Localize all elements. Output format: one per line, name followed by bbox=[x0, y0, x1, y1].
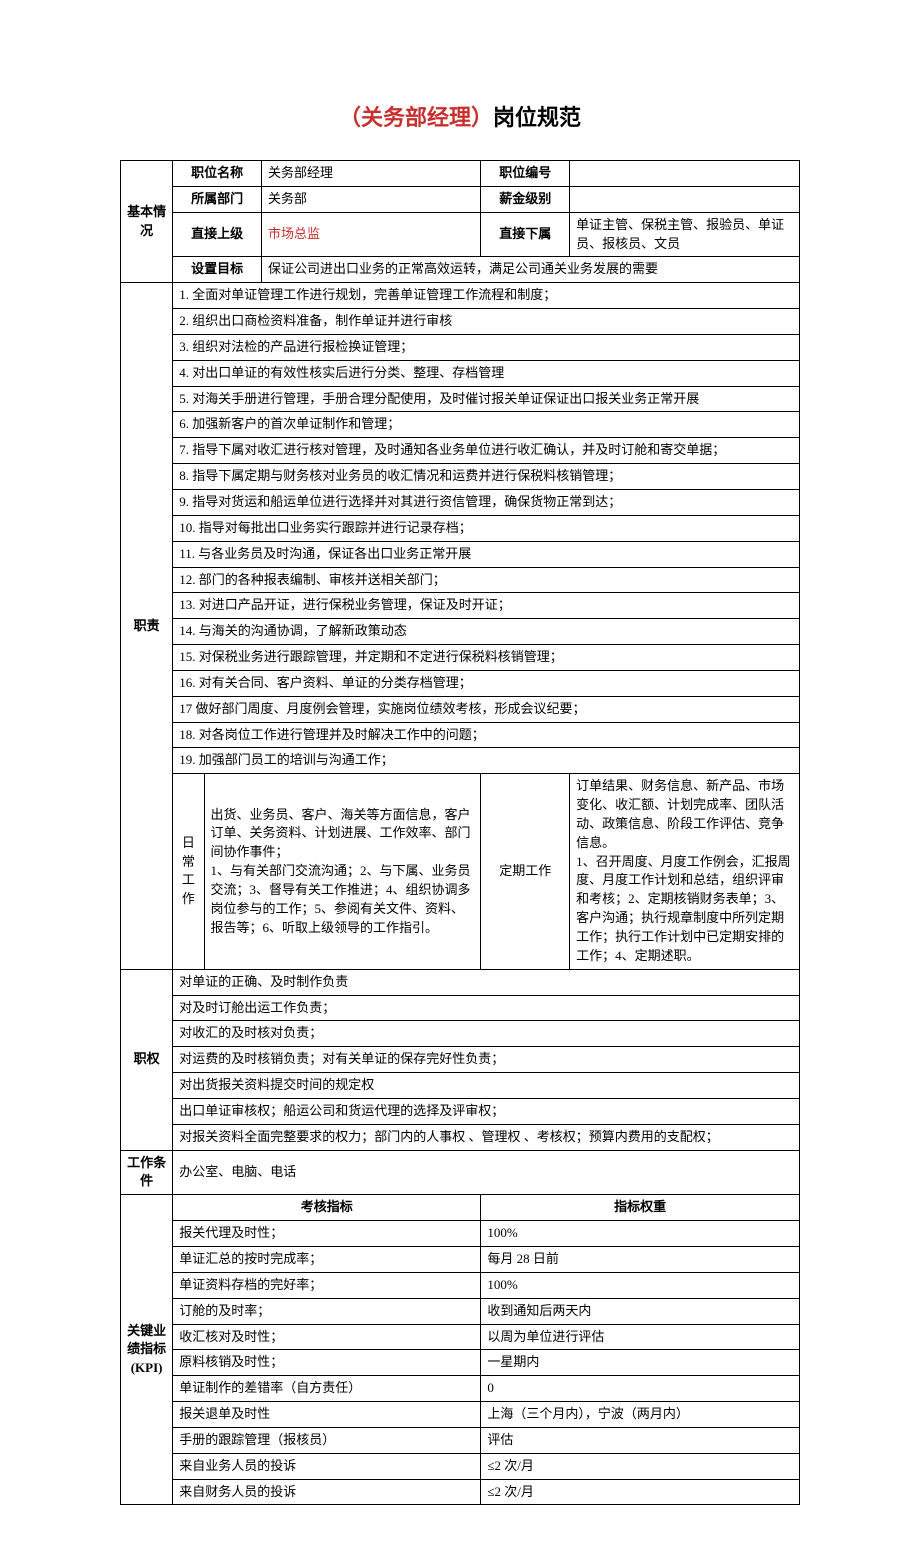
kpi-weight: 0 bbox=[481, 1376, 800, 1402]
lbl-goal: 设置目标 bbox=[173, 257, 262, 283]
kpi-metric: 来自业务人员的投诉 bbox=[173, 1453, 481, 1479]
kpi-metric: 报关代理及时性； bbox=[173, 1221, 481, 1247]
conditions-value: 办公室、电脑、电话 bbox=[173, 1150, 800, 1195]
kpi-metric: 手册的跟踪管理（报核员） bbox=[173, 1427, 481, 1453]
duty-item: 18. 对各岗位工作进行管理并及时解决工作中的问题； bbox=[173, 722, 800, 748]
kpi-metric: 收汇核对及时性； bbox=[173, 1324, 481, 1350]
duty-item: 16. 对有关合同、客户资料、单证的分类存档管理； bbox=[173, 670, 800, 696]
daily-label: 日常工作 bbox=[173, 774, 204, 969]
kpi-weight: 评估 bbox=[481, 1427, 800, 1453]
title-black: 岗位规范 bbox=[493, 105, 581, 130]
val-goal: 保证公司进出口业务的正常高效运转，满足公司通关业务发展的需要 bbox=[262, 257, 800, 283]
kpi-metric: 单证制作的差错率（自方责任） bbox=[173, 1376, 481, 1402]
kpi-metric: 原料核销及时性； bbox=[173, 1350, 481, 1376]
kpi-weight: 100% bbox=[481, 1272, 800, 1298]
kpi-metric: 来自财务人员的投诉 bbox=[173, 1479, 481, 1505]
auth-item: 对报关资料全面完整要求的权力；部门内的人事权 、管理权 、考核权；预算内费用的支… bbox=[173, 1124, 800, 1150]
lbl-salary: 薪金级别 bbox=[481, 186, 570, 212]
kpi-header-metric: 考核指标 bbox=[173, 1195, 481, 1221]
duty-item: 6. 加强新客户的首次单证制作和管理； bbox=[173, 412, 800, 438]
title-red: （关务部经理） bbox=[339, 105, 493, 130]
kpi-header-weight: 指标权重 bbox=[481, 1195, 800, 1221]
kpi-weight: 收到通知后两天内 bbox=[481, 1298, 800, 1324]
val-sub: 单证主管、保税主管、报验员、单证员、报核员、文员 bbox=[570, 212, 800, 257]
lbl-posname: 职位名称 bbox=[173, 161, 262, 187]
duty-item: 1. 全面对单证管理工作进行规划，完善单证管理工作流程和制度； bbox=[173, 283, 800, 309]
duty-item: 17 做好部门周度、月度例会管理，实施岗位绩效考核，形成会议纪要； bbox=[173, 696, 800, 722]
val-dept: 关务部 bbox=[262, 186, 481, 212]
lbl-posno: 职位编号 bbox=[481, 161, 570, 187]
duty-item: 7. 指导下属对收汇进行核对管理，及时通知各业务单位进行收汇确认，并及时订舱和寄… bbox=[173, 438, 800, 464]
doc-title: （关务部经理）岗位规范 bbox=[120, 100, 800, 132]
section-authority: 职权 bbox=[121, 969, 173, 1150]
periodic-label: 定期工作 bbox=[481, 774, 570, 969]
kpi-weight: ≤2 次/月 bbox=[481, 1479, 800, 1505]
val-salary bbox=[570, 186, 800, 212]
section-conditions: 工作条件 bbox=[121, 1150, 173, 1195]
kpi-weight: 每月 28 日前 bbox=[481, 1246, 800, 1272]
auth-item: 对及时订舱出运工作负责； bbox=[173, 995, 800, 1021]
val-posname: 关务部经理 bbox=[262, 161, 481, 187]
daily-text: 出货、业务员、客户、海关等方面信息，客户订单、关务资料、计划进展、工作效率、部门… bbox=[204, 774, 481, 969]
lbl-superior: 直接上级 bbox=[173, 212, 262, 257]
kpi-weight: 以周为单位进行评估 bbox=[481, 1324, 800, 1350]
kpi-weight: ≤2 次/月 bbox=[481, 1453, 800, 1479]
auth-item: 对单证的正确、及时制作负责 bbox=[173, 969, 800, 995]
job-spec-table: 基本情况 职位名称 关务部经理 职位编号 所属部门 关务部 薪金级别 直接上级 … bbox=[120, 160, 800, 1505]
kpi-metric: 单证汇总的按时完成率； bbox=[173, 1246, 481, 1272]
auth-item: 对出货报关资料提交时间的规定权 bbox=[173, 1073, 800, 1099]
kpi-weight: 100% bbox=[481, 1221, 800, 1247]
duty-item: 8. 指导下属定期与财务核对业务员的收汇情况和运费并进行保税料核销管理； bbox=[173, 464, 800, 490]
auth-item: 出口单证审核权；船运公司和货运代理的选择及评审权； bbox=[173, 1098, 800, 1124]
auth-item: 对运费的及时核销负责；对有关单证的保存完好性负责； bbox=[173, 1047, 800, 1073]
duty-item: 2. 组织出口商检资料准备，制作单证并进行审核 bbox=[173, 309, 800, 335]
duty-item: 3. 组织对法检的产品进行报检换证管理； bbox=[173, 334, 800, 360]
duty-item: 5. 对海关手册进行管理，手册合理分配使用，及时催讨报关单证保证出口报关业务正常… bbox=[173, 386, 800, 412]
duty-item: 11. 与各业务员及时沟通，保证各出口业务正常开展 bbox=[173, 541, 800, 567]
duty-item: 13. 对进口产品开证，进行保税业务管理，保证及时开证； bbox=[173, 593, 800, 619]
auth-item: 对收汇的及时核对负责； bbox=[173, 1021, 800, 1047]
section-kpi: 关键业绩指标(KPI) bbox=[121, 1195, 173, 1505]
duty-item: 4. 对出口单证的有效性核实后进行分类、整理、存档管理 bbox=[173, 360, 800, 386]
duty-item: 14. 与海关的沟通协调，了解新政策动态 bbox=[173, 619, 800, 645]
kpi-metric: 单证资料存档的完好率； bbox=[173, 1272, 481, 1298]
kpi-metric: 订舱的及时率； bbox=[173, 1298, 481, 1324]
val-posno bbox=[570, 161, 800, 187]
periodic-text: 订单结果、财务信息、新产品、市场变化、收汇额、计划完成率、团队活动、政策信息、阶… bbox=[570, 774, 800, 969]
lbl-sub: 直接下属 bbox=[481, 212, 570, 257]
duty-item: 9. 指导对货运和船运单位进行选择并对其进行资信管理，确保货物正常到达； bbox=[173, 489, 800, 515]
val-superior: 市场总监 bbox=[262, 212, 481, 257]
lbl-dept: 所属部门 bbox=[173, 186, 262, 212]
kpi-weight: 一星期内 bbox=[481, 1350, 800, 1376]
section-basic: 基本情况 bbox=[121, 161, 173, 283]
duty-item: 12. 部门的各种报表编制、审核并送相关部门； bbox=[173, 567, 800, 593]
kpi-metric: 报关退单及时性 bbox=[173, 1402, 481, 1428]
duty-item: 15. 对保税业务进行跟踪管理，并定期和不定进行保税料核销管理； bbox=[173, 645, 800, 671]
duty-item: 10. 指导对每批出口业务实行跟踪并进行记录存档； bbox=[173, 515, 800, 541]
section-duties: 职责 bbox=[121, 283, 173, 969]
duty-item: 19. 加强部门员工的培训与沟通工作； bbox=[173, 748, 800, 774]
kpi-weight: 上海（三个月内），宁波（两月内） bbox=[481, 1402, 800, 1428]
